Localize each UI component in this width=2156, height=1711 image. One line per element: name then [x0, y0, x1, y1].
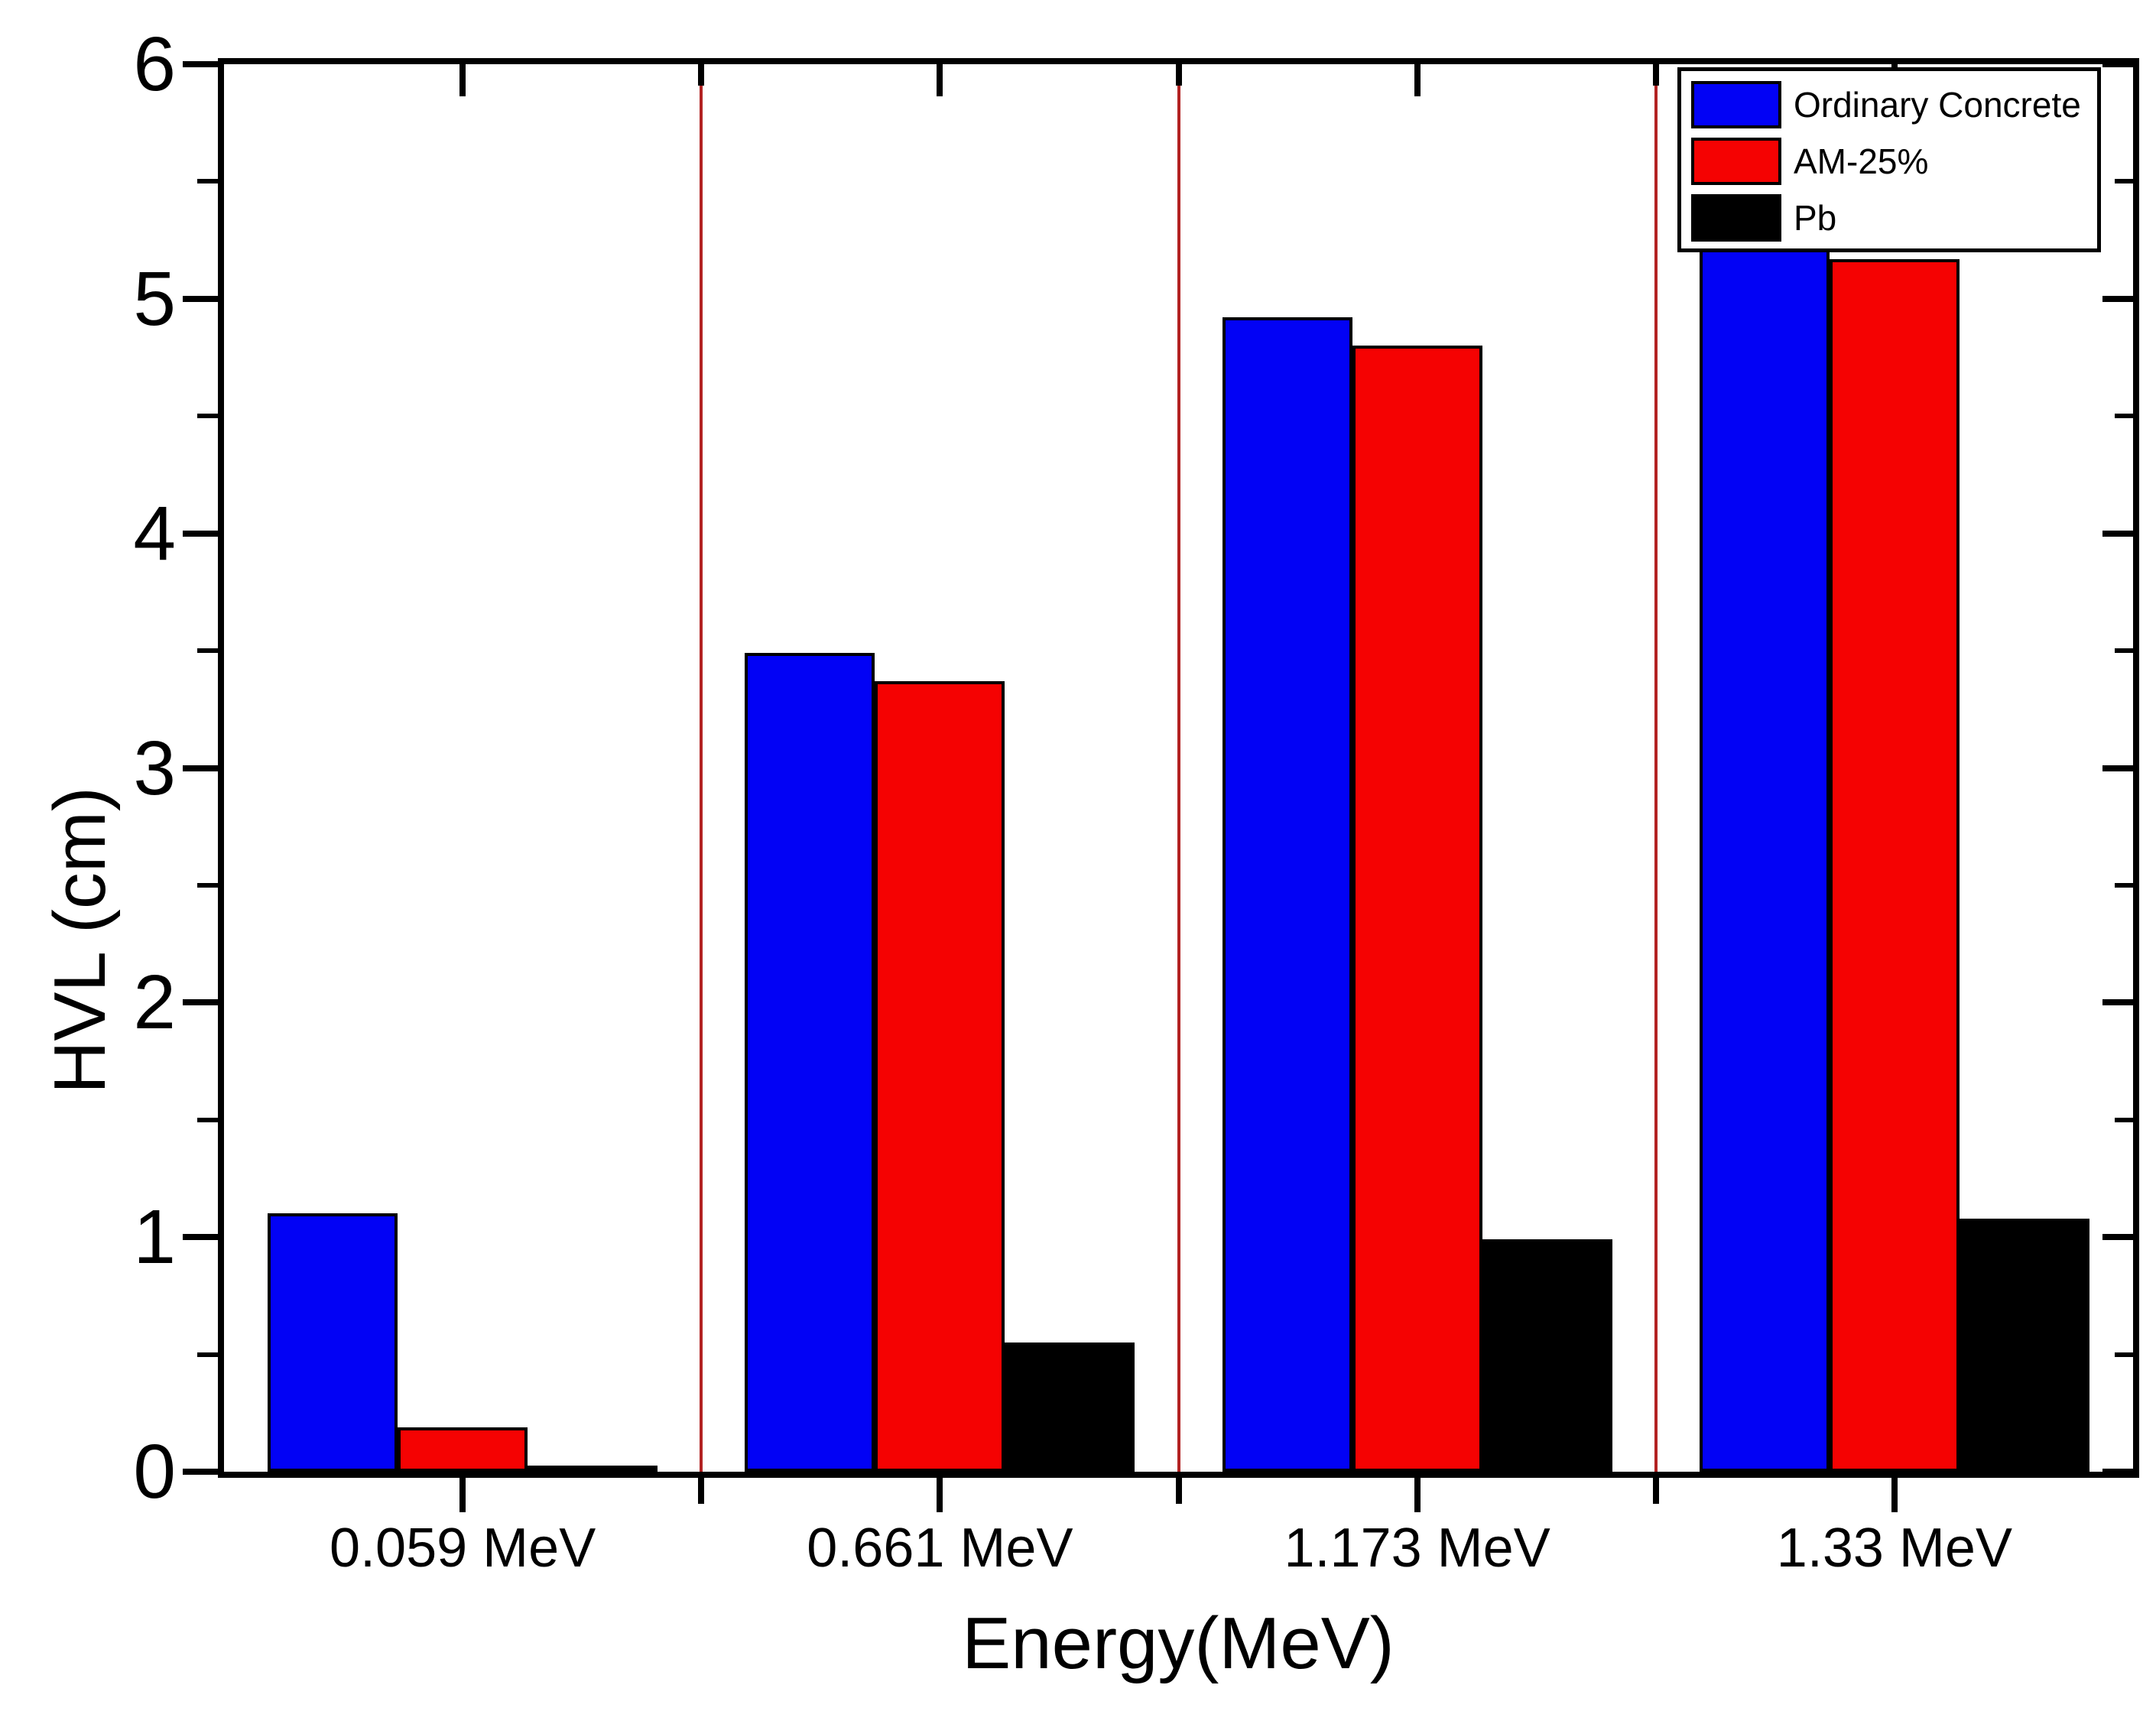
x-major-tick [937, 1478, 943, 1512]
y-tick-label: 3 [133, 725, 176, 811]
y-major-tick-right [2102, 530, 2133, 537]
legend-item: Ordinary Concrete [1691, 80, 2097, 130]
x-major-tick-top [937, 64, 943, 96]
x-boundary-tick-top [1652, 64, 1659, 86]
y-major-tick-right [2102, 999, 2133, 1006]
y-minor-tick-right [2115, 882, 2133, 888]
bar-am-25--3 [1352, 346, 1482, 1472]
y-minor-tick-right [2115, 414, 2133, 419]
y-minor-tick [197, 414, 218, 419]
bar-am-25--2 [875, 680, 1005, 1472]
legend-label: Pb [1794, 198, 1837, 238]
y-major-tick-right [2102, 1234, 2133, 1241]
plot-area [183, 58, 2139, 1478]
y-major-tick-right [2102, 765, 2133, 771]
bar-pb-1 [528, 1466, 658, 1472]
y-minor-tick [197, 1352, 218, 1357]
x-boundary-tick-top [698, 64, 705, 86]
y-tick-label: 6 [133, 21, 176, 107]
x-major-tick [1891, 1478, 1898, 1512]
legend-swatch-blue [1691, 81, 1781, 128]
legend-label: AM-25% [1794, 141, 1929, 181]
x-axis-title: Energy(MeV) [962, 1602, 1395, 1684]
y-major-tick [183, 765, 218, 771]
bar-am-25--4 [1829, 258, 1960, 1472]
y-minor-tick-right [2115, 648, 2133, 654]
y-major-tick-right [2102, 61, 2133, 67]
group-separator-line [1177, 64, 1180, 1472]
bar-pb-3 [1482, 1239, 1612, 1472]
x-boundary-tick-top [1175, 64, 1182, 86]
y-minor-tick-right [2115, 1352, 2133, 1357]
x-tick-label: 1.173 MeV [1284, 1518, 1550, 1579]
y-minor-tick [197, 179, 218, 184]
legend-item: Pb [1691, 193, 2097, 243]
y-tick-label: 2 [133, 959, 176, 1046]
x-major-tick [1414, 1478, 1421, 1512]
bar-pb-2 [1005, 1343, 1135, 1472]
x-major-tick-top [1414, 64, 1421, 96]
x-major-tick [459, 1478, 466, 1512]
legend-swatch-black [1691, 194, 1781, 242]
legend: Ordinary Concrete AM-25% Pb [1677, 67, 2101, 252]
y-tick-label: 0 [133, 1429, 176, 1515]
y-major-tick [183, 999, 218, 1006]
bar-ordinary-concrete-4 [1699, 249, 1830, 1472]
bar-ordinary-concrete-2 [745, 653, 875, 1472]
y-minor-tick [197, 1117, 218, 1122]
y-major-tick [183, 295, 218, 302]
y-minor-tick [197, 882, 218, 888]
y-major-tick-right [2102, 295, 2133, 302]
legend-swatch-red [1691, 138, 1781, 185]
group-separator-line [700, 64, 703, 1472]
x-tick-label: 0.059 MeV [330, 1518, 596, 1579]
x-boundary-tick [1652, 1478, 1659, 1504]
x-boundary-tick [1175, 1478, 1182, 1504]
y-major-tick [183, 61, 218, 67]
bar-pb-4 [1959, 1218, 2089, 1472]
y-major-tick [183, 1469, 218, 1475]
y-major-tick [183, 1234, 218, 1241]
y-tick-label: 5 [133, 255, 176, 342]
y-tick-label: 4 [133, 490, 176, 576]
x-boundary-tick [698, 1478, 705, 1504]
y-tick-label: 1 [133, 1194, 176, 1281]
legend-label: Ordinary Concrete [1794, 85, 2081, 125]
x-tick-label: 1.33 MeV [1776, 1518, 2012, 1579]
bar-am-25--1 [398, 1427, 528, 1472]
y-minor-tick [197, 648, 218, 654]
group-separator-line [1654, 64, 1658, 1472]
y-major-tick-right [2102, 1469, 2133, 1475]
x-tick-label: 0.661 MeV [807, 1518, 1073, 1579]
y-minor-tick-right [2115, 179, 2133, 184]
y-minor-tick-right [2115, 1117, 2133, 1122]
y-major-tick [183, 530, 218, 537]
bar-ordinary-concrete-1 [268, 1213, 398, 1472]
legend-item: AM-25% [1691, 136, 2097, 187]
bar-ordinary-concrete-3 [1222, 317, 1352, 1472]
x-major-tick-top [459, 64, 466, 96]
